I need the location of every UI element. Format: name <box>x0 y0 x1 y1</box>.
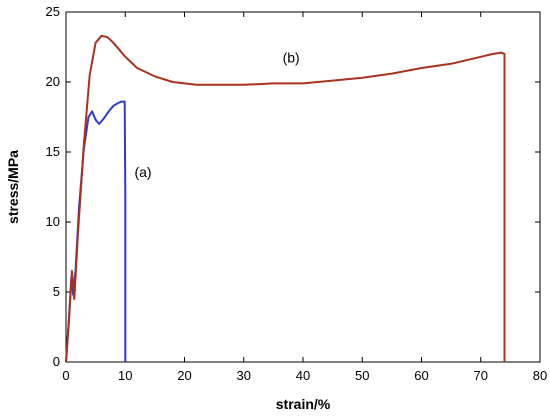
x-tick-label-20: 20 <box>177 368 191 383</box>
x-tick-label-0: 0 <box>62 368 69 383</box>
x-tick-label-60: 60 <box>414 368 428 383</box>
x-tick-label-30: 30 <box>237 368 251 383</box>
x-tick-label-10: 10 <box>118 368 132 383</box>
annotation-layer: (a) (b) <box>134 49 299 180</box>
y-tick-label-0: 0 <box>53 354 60 369</box>
y-tick-label-10: 10 <box>46 214 60 229</box>
axis-ticks: 0 10 20 30 40 50 60 70 80 0 5 10 15 20 25 <box>46 4 548 383</box>
series-line-b <box>65 34 506 363</box>
y-tick-label-20: 20 <box>46 74 60 89</box>
x-tick-label-50: 50 <box>355 368 369 383</box>
series-line-a <box>65 100 127 363</box>
y-axis-title: stress/MPa <box>5 150 21 224</box>
annotation-0: (a) <box>134 164 151 180</box>
x-tick-label-70: 70 <box>474 368 488 383</box>
plot-frame <box>65 11 541 363</box>
y-tick-label-15: 15 <box>46 144 60 159</box>
series-layer <box>65 34 506 363</box>
x-tick-label-80: 80 <box>533 368 547 383</box>
x-tick-label-40: 40 <box>296 368 310 383</box>
y-tick-label-5: 5 <box>53 284 60 299</box>
y-tick-label-25: 25 <box>46 4 60 19</box>
x-axis-title: strain/% <box>276 396 331 412</box>
annotation-1: (b) <box>283 49 300 65</box>
